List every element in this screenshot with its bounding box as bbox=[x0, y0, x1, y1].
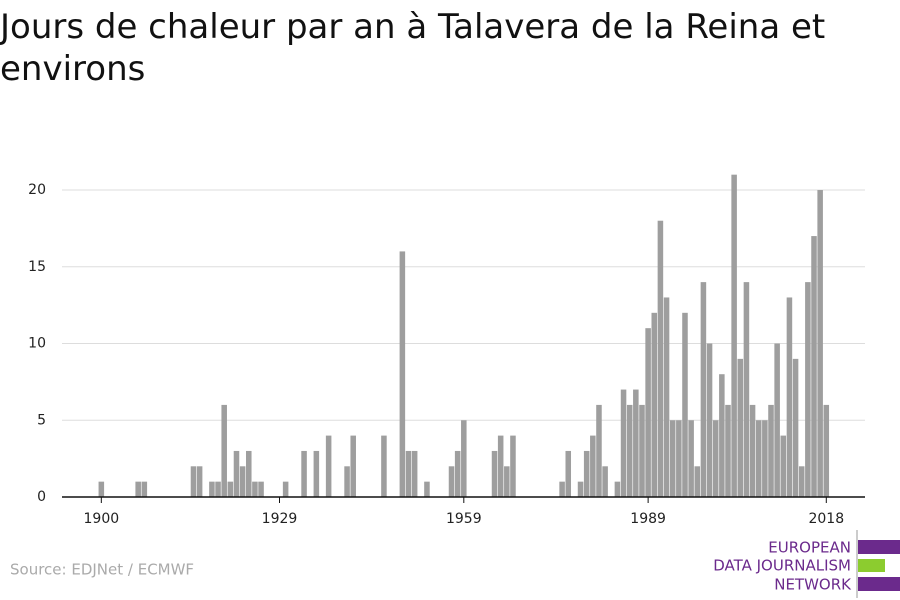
source: Source: EDJNet / ECMWF bbox=[10, 561, 194, 579]
y-tick-label: 15 bbox=[28, 259, 46, 275]
bar bbox=[719, 374, 725, 497]
x-tick-label: 1900 bbox=[84, 511, 120, 527]
bar bbox=[190, 466, 197, 497]
bar bbox=[651, 312, 658, 497]
logo-bar bbox=[858, 577, 900, 591]
bar bbox=[577, 481, 584, 497]
bar bbox=[252, 481, 258, 497]
bar bbox=[786, 297, 793, 497]
bar bbox=[196, 466, 203, 497]
bar bbox=[792, 358, 799, 497]
bar bbox=[258, 481, 264, 497]
bar bbox=[712, 420, 719, 497]
logo: EUROPEAN DATA JOURNALISM NETWORK bbox=[713, 530, 900, 598]
bar bbox=[282, 481, 289, 497]
bar bbox=[135, 481, 141, 497]
y-tick-label: 10 bbox=[28, 336, 46, 352]
bar bbox=[239, 466, 246, 497]
bar bbox=[633, 389, 639, 497]
bar bbox=[246, 450, 252, 497]
bar bbox=[768, 404, 774, 497]
bar bbox=[98, 481, 105, 497]
bar bbox=[399, 251, 406, 497]
logo-text: DATA JOURNALISM bbox=[713, 557, 851, 575]
bar bbox=[626, 404, 633, 497]
bar bbox=[350, 435, 356, 497]
bar bbox=[448, 466, 455, 497]
y-tick-label: 5 bbox=[37, 412, 46, 428]
logo-text: NETWORK bbox=[774, 576, 852, 594]
bar bbox=[731, 174, 737, 497]
bar bbox=[823, 404, 830, 497]
bar bbox=[774, 343, 780, 497]
bar bbox=[504, 466, 510, 497]
bar bbox=[344, 466, 350, 497]
logo-bar bbox=[858, 559, 885, 572]
bar bbox=[405, 450, 412, 497]
logo-text: EUROPEAN bbox=[768, 539, 851, 557]
bar bbox=[682, 312, 688, 497]
bar bbox=[411, 450, 418, 497]
bar bbox=[688, 420, 694, 497]
y-tick-label: 0 bbox=[37, 489, 46, 505]
logo-bar bbox=[858, 540, 900, 554]
bar bbox=[313, 450, 320, 497]
bar bbox=[694, 466, 701, 497]
bar bbox=[583, 450, 590, 497]
bar bbox=[706, 343, 713, 497]
bar bbox=[559, 481, 565, 497]
bar bbox=[221, 404, 227, 497]
bar bbox=[669, 420, 676, 497]
bar bbox=[209, 481, 215, 497]
bar bbox=[645, 328, 651, 497]
bar bbox=[596, 404, 602, 497]
bar bbox=[510, 435, 516, 497]
bar bbox=[461, 420, 467, 497]
bar bbox=[780, 435, 787, 497]
bar bbox=[565, 450, 572, 497]
x-tick-label: 1989 bbox=[630, 511, 666, 527]
y-tick-label: 20 bbox=[28, 182, 46, 198]
bar bbox=[301, 450, 307, 497]
bar bbox=[762, 420, 768, 497]
x-tick-label: 1929 bbox=[262, 511, 298, 527]
bar bbox=[381, 435, 387, 497]
bar bbox=[663, 297, 670, 497]
x-tick-label: 1959 bbox=[446, 511, 482, 527]
bar bbox=[233, 450, 240, 497]
x-tick-label: 2018 bbox=[808, 511, 844, 527]
bar bbox=[491, 450, 498, 497]
bar bbox=[424, 481, 430, 497]
bar bbox=[749, 404, 756, 497]
bar bbox=[725, 404, 731, 497]
bar bbox=[811, 236, 817, 497]
bar bbox=[454, 450, 461, 497]
bar bbox=[743, 282, 750, 497]
bar bbox=[325, 435, 332, 497]
bar bbox=[817, 190, 823, 497]
bar bbox=[141, 481, 148, 497]
bar bbox=[657, 220, 664, 497]
bar bbox=[602, 466, 608, 497]
chart-title: Jours de chaleur par an à Talavera de la… bbox=[0, 7, 826, 89]
bar bbox=[737, 358, 744, 497]
bar bbox=[798, 466, 805, 497]
bar bbox=[215, 481, 221, 497]
bar bbox=[497, 435, 504, 497]
bar bbox=[639, 404, 645, 497]
bar bbox=[620, 389, 627, 497]
bar bbox=[805, 282, 811, 497]
bar bbox=[676, 420, 682, 497]
bar bbox=[614, 481, 621, 497]
bar bbox=[755, 420, 762, 497]
bar bbox=[227, 481, 234, 497]
bar bbox=[590, 435, 596, 497]
bar bbox=[700, 282, 707, 497]
